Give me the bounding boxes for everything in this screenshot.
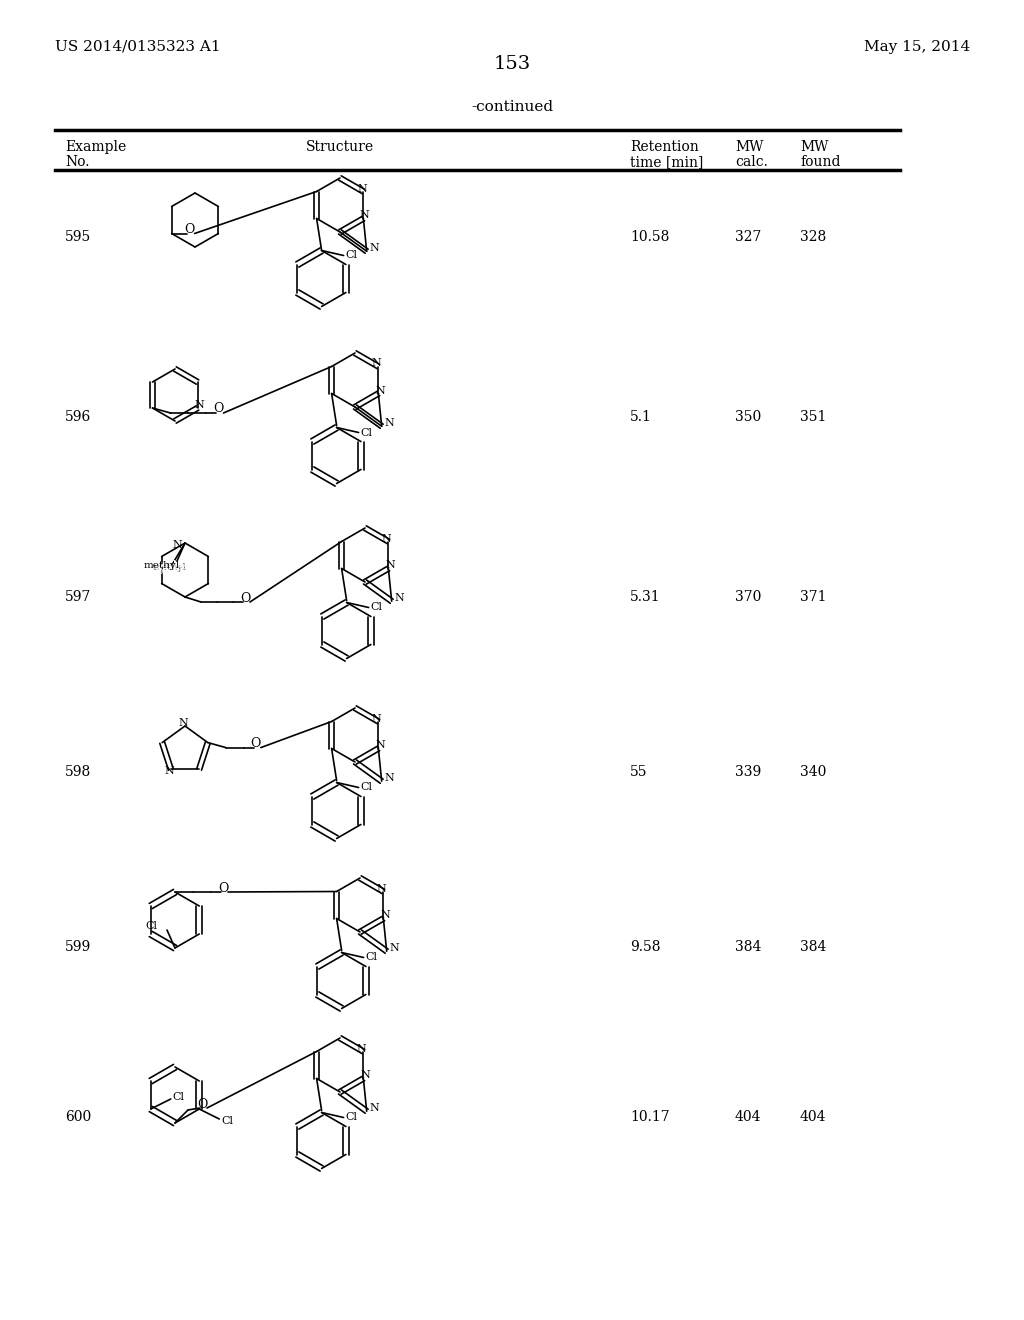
Text: 10.17: 10.17	[630, 1110, 670, 1125]
Text: N: N	[195, 400, 205, 411]
Text: N: N	[370, 243, 380, 253]
Text: Cl: Cl	[145, 921, 157, 931]
Text: May 15, 2014: May 15, 2014	[864, 40, 970, 54]
Text: Cl: Cl	[371, 602, 383, 612]
Text: N: N	[385, 561, 395, 570]
Text: N: N	[376, 741, 385, 751]
Text: N: N	[172, 540, 182, 550]
Text: 5.31: 5.31	[630, 590, 660, 605]
Text: N: N	[394, 593, 404, 603]
Text: 384: 384	[735, 940, 762, 954]
Text: 598: 598	[65, 766, 91, 779]
Text: 10.58: 10.58	[630, 230, 670, 244]
Text: 595: 595	[65, 230, 91, 244]
Text: methyl: methyl	[152, 566, 190, 576]
Text: Cl: Cl	[173, 1092, 184, 1102]
Text: methyl: methyl	[153, 562, 187, 572]
Text: N: N	[372, 714, 381, 723]
Text: N: N	[372, 359, 381, 368]
Text: N: N	[382, 533, 391, 544]
Text: methyl: methyl	[152, 560, 190, 570]
Text: N: N	[359, 210, 370, 220]
Text: N: N	[377, 883, 386, 894]
Text: 370: 370	[735, 590, 762, 605]
Text: 404: 404	[800, 1110, 826, 1125]
Text: calc.: calc.	[735, 154, 768, 169]
Text: N: N	[376, 385, 385, 396]
Text: 596: 596	[65, 411, 91, 424]
Text: Cl: Cl	[346, 1113, 357, 1122]
Text: 384: 384	[800, 940, 826, 954]
Text: 404: 404	[735, 1110, 762, 1125]
Text: N: N	[385, 774, 394, 783]
Text: 339: 339	[735, 766, 761, 779]
Text: No.: No.	[65, 154, 89, 169]
Text: 9.58: 9.58	[630, 940, 660, 954]
Text: Cl: Cl	[360, 783, 373, 792]
Text: time [min]: time [min]	[630, 154, 703, 169]
Text: 600: 600	[65, 1110, 91, 1125]
Text: N: N	[178, 718, 187, 729]
Text: 351: 351	[800, 411, 826, 424]
Text: methyl: methyl	[144, 561, 180, 570]
Text: N: N	[390, 944, 399, 953]
Text: O: O	[240, 591, 250, 605]
Text: methyl: methyl	[180, 564, 185, 566]
Text: 340: 340	[800, 766, 826, 779]
Text: Example: Example	[65, 140, 126, 154]
Text: N: N	[385, 418, 394, 428]
Text: Cl: Cl	[366, 953, 378, 962]
Text: O: O	[218, 882, 228, 895]
Text: 597: 597	[65, 590, 91, 605]
Text: N: N	[360, 1071, 371, 1081]
Text: O: O	[197, 1097, 207, 1110]
Text: N: N	[356, 1044, 367, 1053]
Text: 153: 153	[494, 55, 530, 73]
Text: MW: MW	[800, 140, 828, 154]
Text: N: N	[164, 767, 174, 776]
Text: Retention: Retention	[630, 140, 698, 154]
Text: US 2014/0135323 A1: US 2014/0135323 A1	[55, 40, 220, 54]
Text: Cl: Cl	[221, 1115, 233, 1126]
Text: MW: MW	[735, 140, 763, 154]
Text: 350: 350	[735, 411, 761, 424]
Text: methyl: methyl	[130, 560, 169, 570]
Text: O: O	[184, 223, 195, 236]
Text: 55: 55	[630, 766, 647, 779]
Text: 371: 371	[800, 590, 826, 605]
Text: Cl: Cl	[346, 251, 357, 260]
Text: 5.1: 5.1	[630, 411, 652, 424]
Text: N: N	[357, 183, 368, 194]
Text: found: found	[800, 154, 841, 169]
Text: O: O	[213, 403, 223, 416]
Text: Structure: Structure	[306, 140, 374, 154]
Text: O: O	[251, 737, 261, 750]
Text: Cl: Cl	[360, 428, 373, 437]
Text: 328: 328	[800, 230, 826, 244]
Text: 599: 599	[65, 940, 91, 954]
Text: 327: 327	[735, 230, 762, 244]
Text: N: N	[370, 1104, 380, 1113]
Text: N: N	[381, 911, 390, 920]
Text: -continued: -continued	[471, 100, 553, 114]
Text: methyl: methyl	[156, 562, 189, 572]
